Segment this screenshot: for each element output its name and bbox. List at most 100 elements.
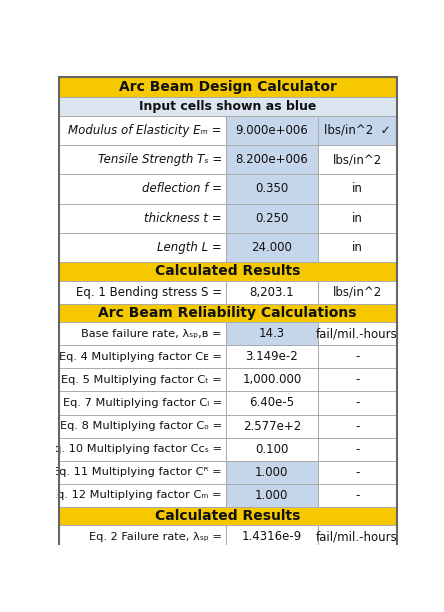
Bar [318, 414, 396, 438]
Text: 2.577e+2: 2.577e+2 [243, 420, 301, 433]
Text: Arc Beam Reliability Calculations: Arc Beam Reliability Calculations [98, 306, 357, 320]
Text: fail/mil.-hours: fail/mil.-hours [316, 531, 398, 543]
Bar [226, 345, 318, 368]
Bar [318, 145, 396, 174]
Text: 0.350: 0.350 [255, 182, 289, 195]
Bar [318, 116, 396, 145]
Text: lbs/in^2: lbs/in^2 [333, 153, 382, 166]
Text: Eq. 8 Multiplying factor Cₒ =: Eq. 8 Multiplying factor Cₒ = [60, 421, 222, 431]
Bar [226, 280, 318, 304]
Text: Eq. 3 Failure rate, λₛₚ =: Eq. 3 Failure rate, λₛₚ = [89, 555, 222, 565]
Text: Eq. 4 Multiplying factor Cᴇ =: Eq. 4 Multiplying factor Cᴇ = [59, 352, 222, 362]
Text: 3.149e-2: 3.149e-2 [246, 350, 298, 364]
Bar [226, 233, 318, 262]
Text: 1,000.000: 1,000.000 [242, 373, 301, 386]
Text: Calculated Results: Calculated Results [155, 509, 300, 523]
Bar [318, 548, 396, 572]
Text: -: - [355, 442, 359, 456]
Bar [226, 145, 318, 174]
Text: Eq. 5 Multiplying factor Cₜ =: Eq. 5 Multiplying factor Cₜ = [61, 375, 222, 385]
Bar [226, 526, 318, 548]
Text: Eq. 1 Bending stress S =: Eq. 1 Bending stress S = [76, 286, 222, 299]
Text: lbs/in^2  ✓: lbs/in^2 ✓ [324, 124, 390, 137]
Text: -: - [355, 397, 359, 409]
Text: fail/mil.-hours: fail/mil.-hours [316, 554, 398, 567]
Bar [226, 414, 318, 438]
Text: 14.3: 14.3 [259, 327, 285, 340]
Text: 7.4272e-1: 7.4272e-1 [242, 554, 302, 567]
Bar [226, 116, 318, 145]
Text: 1.000: 1.000 [255, 489, 289, 502]
Bar [59, 507, 396, 526]
Text: -: - [355, 350, 359, 364]
Text: 1.000: 1.000 [255, 466, 289, 479]
Bar [59, 204, 226, 233]
Bar [318, 233, 396, 262]
Bar [59, 368, 226, 392]
Bar [59, 97, 396, 116]
Bar [318, 526, 396, 548]
Bar [318, 204, 396, 233]
Text: Eq. 2 Failure rate, λₛₚ =: Eq. 2 Failure rate, λₛₚ = [89, 532, 222, 542]
Text: Eq. 11 Multiplying factor Cᴿ =: Eq. 11 Multiplying factor Cᴿ = [52, 468, 222, 477]
Bar [226, 368, 318, 392]
Bar [318, 368, 396, 392]
Bar [318, 392, 396, 414]
Bar [59, 304, 396, 322]
Bar [59, 262, 396, 280]
Bar [59, 322, 226, 345]
Text: Length L =: Length L = [157, 241, 222, 254]
Bar [59, 392, 226, 414]
Bar [318, 322, 396, 345]
Bar [226, 548, 318, 572]
Bar [59, 526, 226, 548]
Text: Calculated Results: Calculated Results [155, 264, 300, 278]
Text: Eq. 12 Multiplying factor Cₘ =: Eq. 12 Multiplying factor Cₘ = [51, 490, 222, 501]
Bar [318, 484, 396, 507]
Text: in: in [352, 212, 363, 225]
Bar [59, 116, 226, 145]
Text: Tensile Strength Tₛ =: Tensile Strength Tₛ = [98, 153, 222, 166]
Text: -: - [355, 489, 359, 502]
Bar [318, 461, 396, 484]
Text: 1.4316e-9: 1.4316e-9 [242, 531, 302, 543]
Text: 0.250: 0.250 [255, 212, 289, 225]
Text: in: in [352, 241, 363, 254]
Text: deflection f =: deflection f = [142, 182, 222, 195]
Text: lbs/in^2: lbs/in^2 [333, 286, 382, 299]
Text: thickness t =: thickness t = [144, 212, 222, 225]
Bar [59, 233, 226, 262]
Bar [318, 438, 396, 461]
Text: in: in [352, 182, 363, 195]
Bar [226, 484, 318, 507]
Bar [59, 345, 226, 368]
Text: 6.40e-5: 6.40e-5 [249, 397, 294, 409]
Bar [318, 345, 396, 368]
Text: -: - [355, 420, 359, 433]
Text: 0.100: 0.100 [255, 442, 289, 456]
Text: Input cells shown as blue: Input cells shown as blue [139, 100, 316, 113]
Bar [59, 484, 226, 507]
Bar [59, 280, 226, 304]
Text: -: - [355, 466, 359, 479]
Bar [226, 174, 318, 204]
Bar [226, 322, 318, 345]
Bar [59, 76, 396, 97]
Text: fail/mil.-hours: fail/mil.-hours [316, 327, 398, 340]
Text: 24.000: 24.000 [251, 241, 292, 254]
Text: Arc Beam Design Calculator: Arc Beam Design Calculator [119, 80, 337, 94]
Text: Eq. 7 Multiplying factor Cₗ =: Eq. 7 Multiplying factor Cₗ = [63, 398, 222, 408]
Bar [59, 174, 226, 204]
Text: Eq. 10 Multiplying factor Cᴄₛ =: Eq. 10 Multiplying factor Cᴄₛ = [47, 444, 222, 454]
Text: 8,203.1: 8,203.1 [250, 286, 294, 299]
Text: Modulus of Elasticity Eₘ =: Modulus of Elasticity Eₘ = [68, 124, 222, 137]
Bar [226, 461, 318, 484]
Text: 9.000e+006: 9.000e+006 [235, 124, 308, 137]
Bar [318, 174, 396, 204]
Bar [59, 414, 226, 438]
Bar [59, 145, 226, 174]
Bar [59, 438, 226, 461]
Bar [226, 204, 318, 233]
Bar [318, 280, 396, 304]
Bar [59, 548, 226, 572]
